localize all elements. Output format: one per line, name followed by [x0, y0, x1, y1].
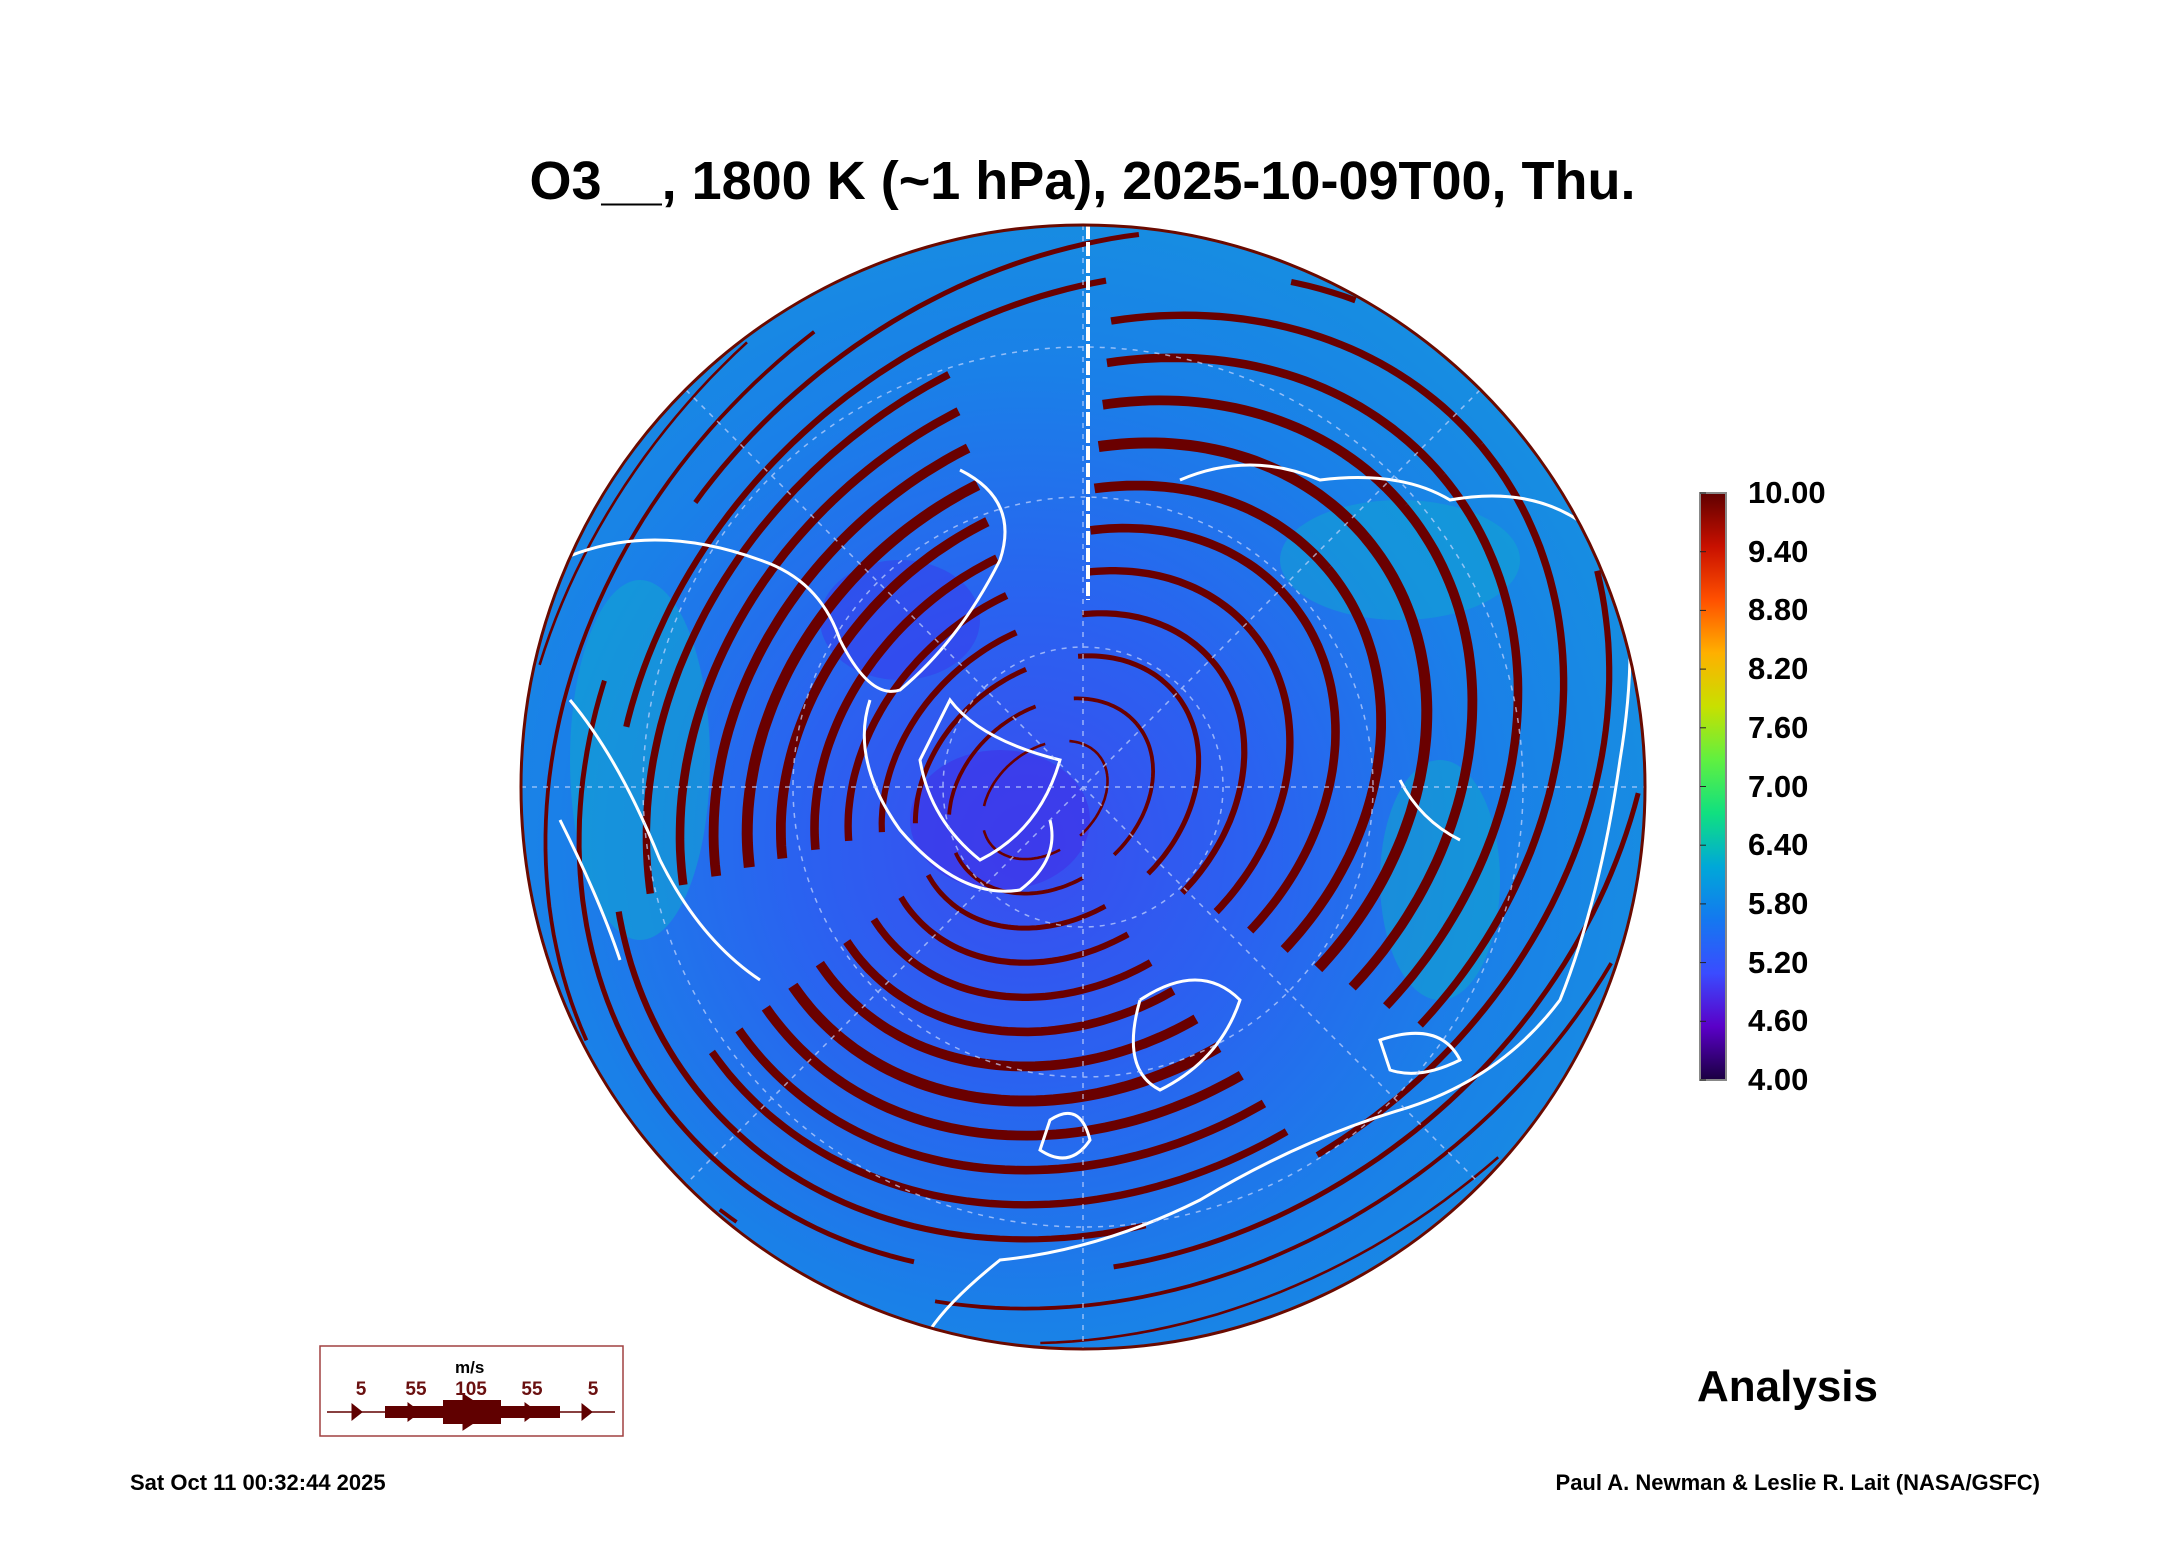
colorbar-tick-label: 4.00 — [1748, 1062, 1809, 1097]
colorbar-tick-label: 10.00 — [1748, 475, 1826, 510]
wind-legend-arrows — [327, 1393, 615, 1431]
footer-timestamp: Sat Oct 11 00:32:44 2025 — [130, 1470, 386, 1495]
streamline — [576, 232, 1641, 1277]
streamline — [675, 353, 1523, 1175]
streamline — [708, 395, 1478, 1141]
colorbar-tick-label: 5.20 — [1748, 944, 1809, 980]
colorbar-tick-label: 7.00 — [1748, 768, 1809, 804]
streamline — [981, 739, 1109, 861]
streamline — [844, 567, 1294, 1001]
streamline — [543, 240, 1613, 1311]
streamline — [609, 269, 1613, 1243]
streamline — [538, 341, 1500, 1345]
wind-legend-value: 55 — [521, 1379, 543, 1400]
colorbar — [1699, 492, 1727, 1081]
streamline — [741, 437, 1433, 1107]
map-border — [519, 223, 1647, 1351]
wind-legend-value: 5 — [355, 1379, 367, 1400]
graticule — [521, 225, 1645, 1349]
colorbar-tick-label: 4.60 — [1748, 1003, 1809, 1039]
wind-legend-value: 55 — [405, 1379, 427, 1400]
footer-credit: Paul A. Newman & Leslie R. Lait (NASA/GS… — [1555, 1470, 2040, 1495]
colorbar-tick-label: 5.80 — [1748, 885, 1809, 921]
streamline — [776, 480, 1386, 1072]
analysis-label: Analysis — [1697, 1362, 1878, 1411]
streamline — [878, 610, 1248, 966]
wind-legend-value: 105 — [455, 1379, 487, 1400]
colorbar-tick-label: 8.80 — [1748, 592, 1809, 628]
colorbar-tick-label: 8.20 — [1748, 651, 1809, 687]
colorbar-tick-label: 9.40 — [1748, 533, 1809, 569]
streamline — [810, 523, 1340, 1037]
streamline — [946, 696, 1156, 896]
wind-legend-unit: m/s — [455, 1358, 485, 1377]
wind-legend-value: 5 — [587, 1379, 599, 1400]
chart-title: O3__, 1800 K (~1 hPa), 2025-10-09T00, Th… — [529, 151, 1636, 211]
streamline — [642, 311, 1568, 1209]
wind-streamlines — [538, 232, 1641, 1345]
colorbar-tick-label: 6.40 — [1748, 827, 1809, 863]
coastlines — [558, 463, 1632, 1331]
colorbar-tick-label: 7.60 — [1748, 709, 1809, 745]
streamline — [912, 653, 1202, 931]
